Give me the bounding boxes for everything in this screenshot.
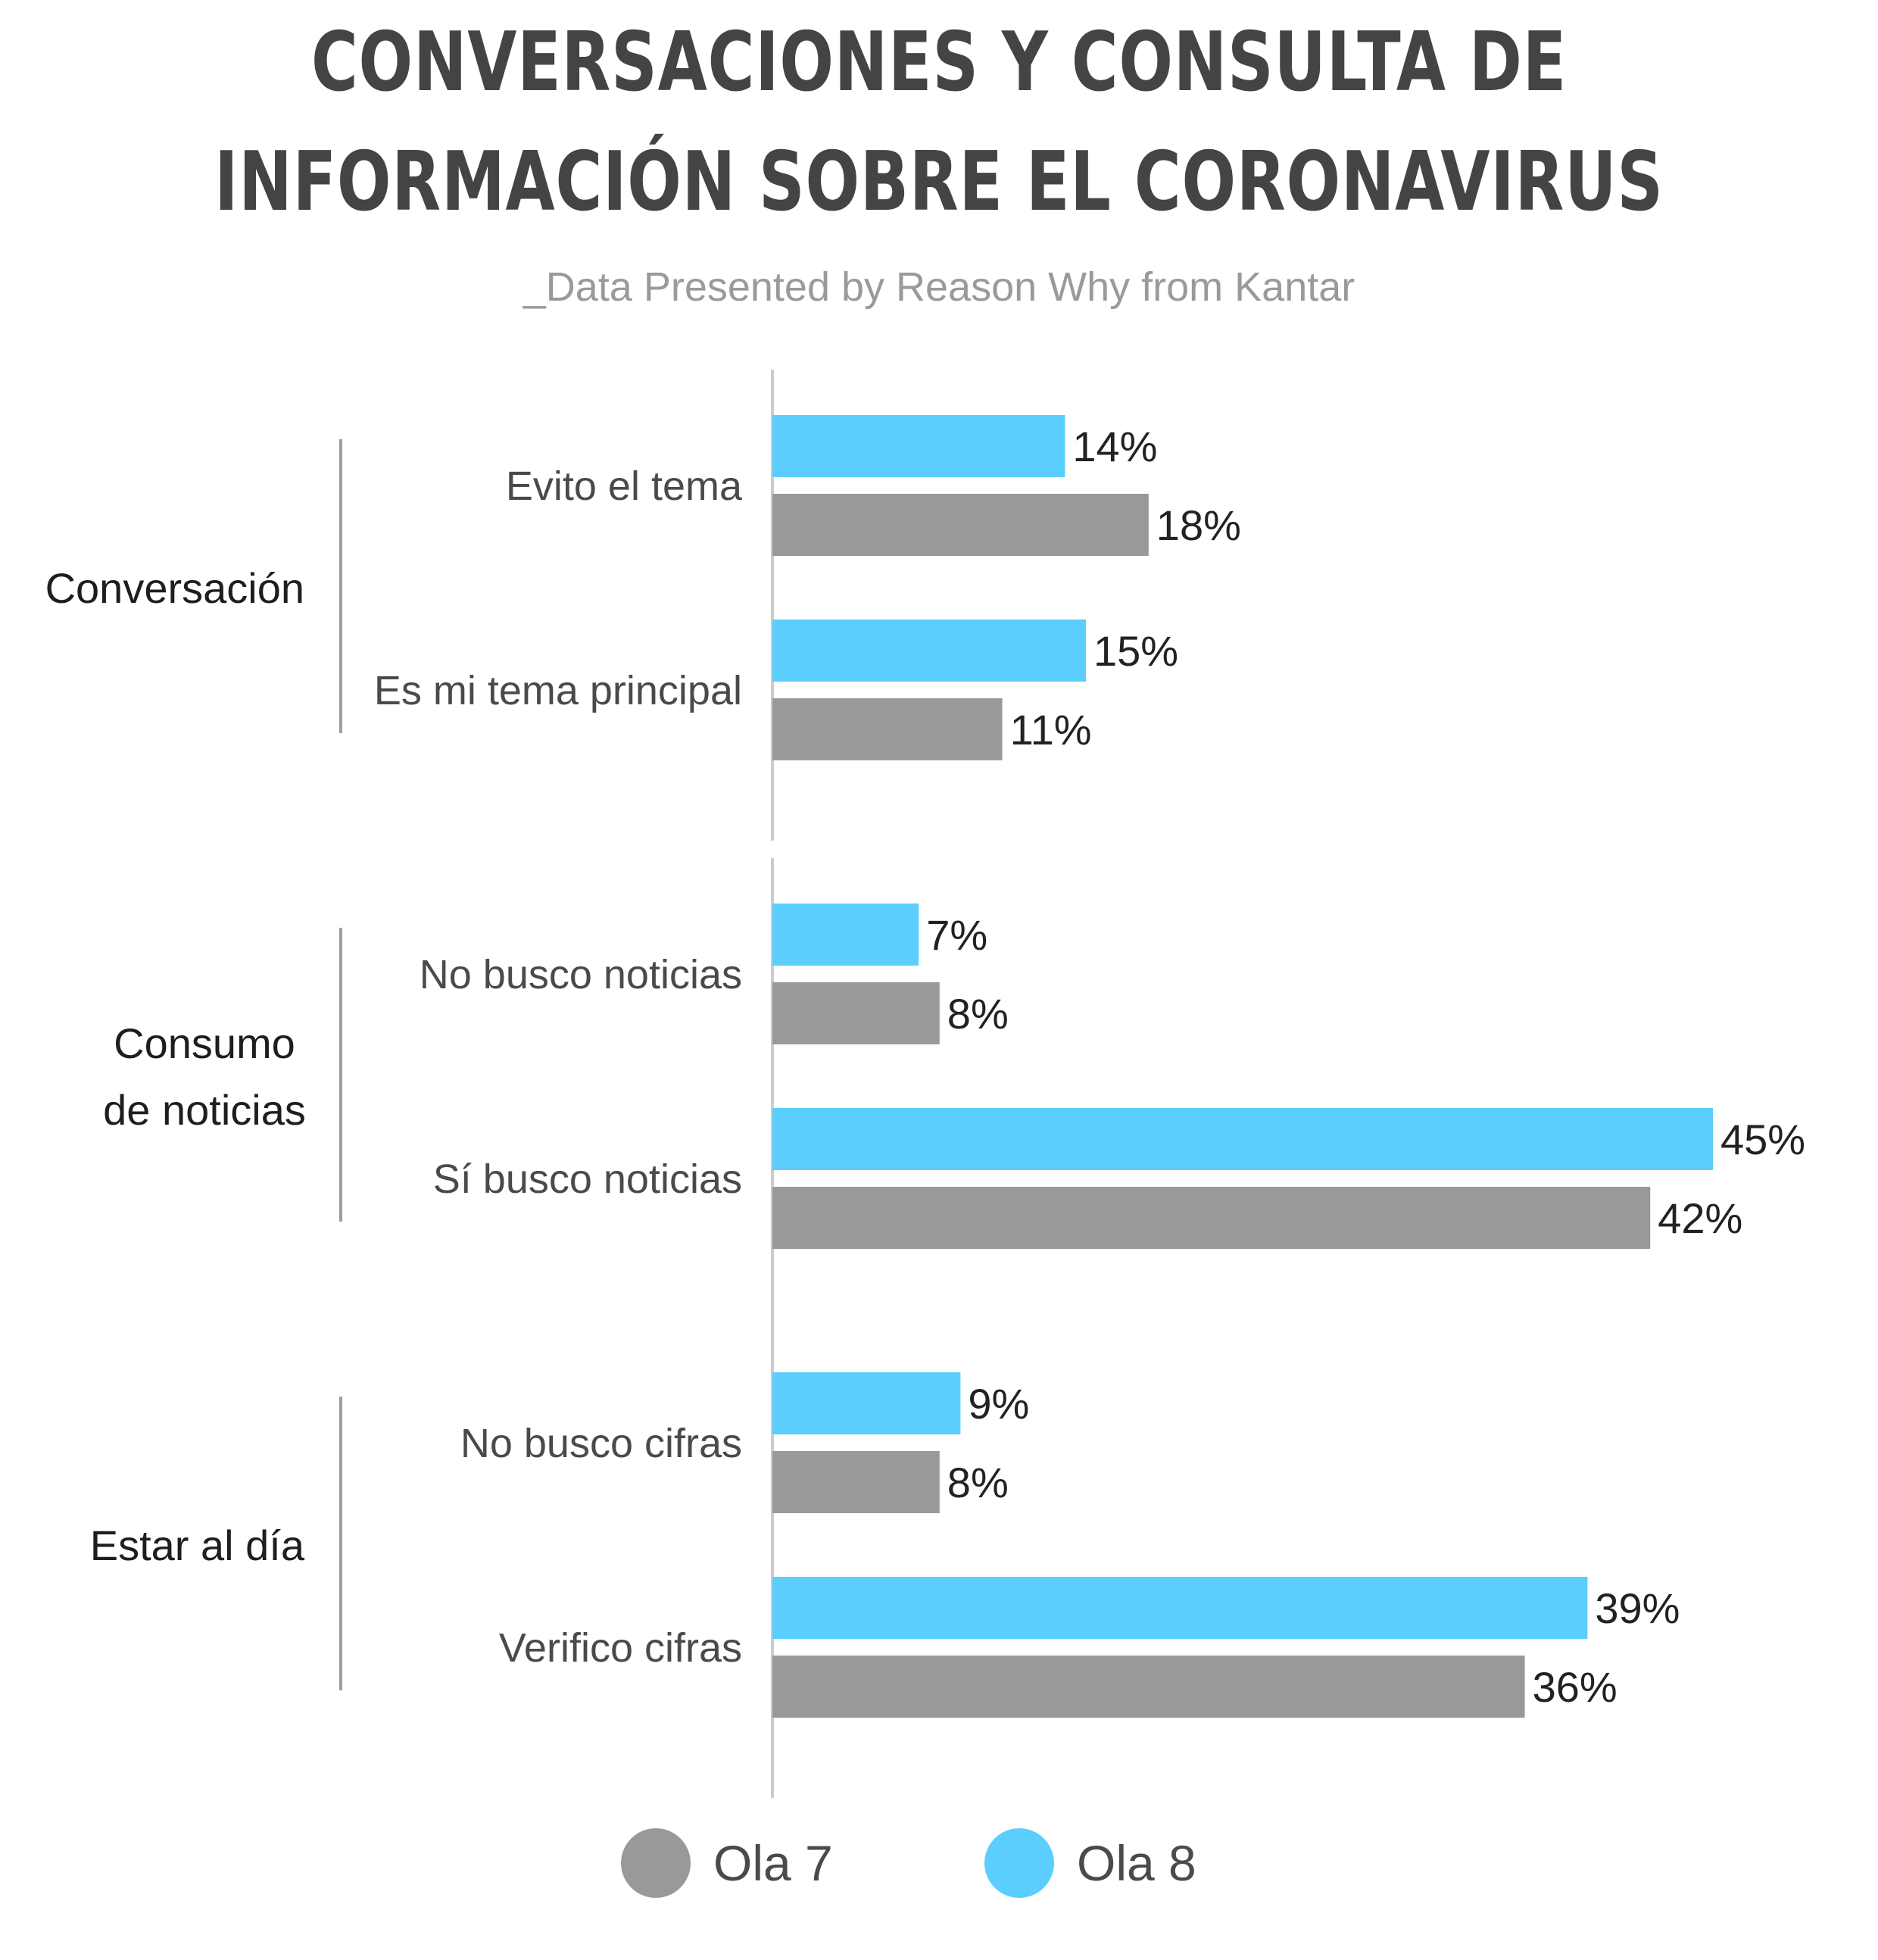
legend-swatch-ola-8: [984, 1828, 1054, 1898]
value-label-ola-8-evito-el-tema: 14%: [1072, 423, 1157, 470]
bar-ola-8-evito-el-tema: [772, 415, 1065, 477]
value-label-ola-7-es-mi-tema-principal: 11%: [1010, 706, 1092, 754]
group-label: Consumo: [114, 1019, 295, 1067]
bar-ola-7-evito-el-tema: [772, 494, 1149, 556]
group-label: de noticias: [103, 1086, 306, 1134]
legend-item-ola-8: Ola 8: [984, 1825, 1196, 1901]
bar-ola-8-es-mi-tema-principal: [772, 620, 1086, 682]
value-label-ola-7-no-busco-noticias: 8%: [947, 990, 1009, 1038]
category-label-verifico-cifras: Verifico cifras: [499, 1625, 742, 1671]
value-label-ola-8-no-busco-cifras: 9%: [968, 1380, 1029, 1428]
bar-ola-8-no-busco-cifras: [772, 1372, 961, 1434]
bar-ola-8-no-busco-noticias: [772, 904, 919, 966]
category-label-si-busco-noticias: Sí busco noticias: [433, 1156, 742, 1202]
value-label-ola-7-no-busco-cifras: 8%: [947, 1459, 1009, 1506]
bar-ola-8-si-busco-noticias: [772, 1108, 1713, 1170]
bar-ola-7-no-busco-noticias: [772, 982, 940, 1044]
legend-label-ola-8: Ola 8: [1077, 1835, 1196, 1891]
chart-title-line-1: CONVERSACIONES Y CONSULTA DE: [310, 15, 1568, 110]
value-label-ola-8-no-busco-noticias: 7%: [926, 911, 987, 959]
bar-ola-7-si-busco-noticias: [772, 1187, 1651, 1249]
value-label-ola-8-si-busco-noticias: 45%: [1720, 1116, 1805, 1163]
chart-title-line-2: INFORMACIÓN SOBRE EL CORONAVIRUS: [214, 135, 1664, 229]
category-label-evito-el-tema: Evito el tema: [506, 463, 743, 509]
bar-ola-8-verifico-cifras: [772, 1577, 1588, 1639]
bar-ola-7-verifico-cifras: [772, 1656, 1525, 1718]
group-label: Estar al día: [90, 1521, 305, 1569]
category-label-no-busco-noticias: No busco noticias: [420, 952, 742, 997]
legend-label-ola-7: Ola 7: [713, 1835, 833, 1891]
chart-subtitle: _Data Presented by Reason Why from Kanta…: [523, 264, 1355, 310]
value-label-ola-8-es-mi-tema-principal: 15%: [1093, 627, 1178, 675]
value-label-ola-7-verifico-cifras: 36%: [1533, 1663, 1618, 1711]
category-label-no-busco-cifras: No busco cifras: [460, 1421, 742, 1466]
group-label: Conversación: [45, 564, 304, 612]
bar-ola-7-no-busco-cifras: [772, 1451, 940, 1513]
bar-chart: Conversación Evito el tema 14% 18% Es mi tem…: [45, 370, 1805, 1798]
value-label-ola-7-evito-el-tema: 18%: [1156, 501, 1241, 549]
legend-item-ola-7: Ola 7: [621, 1825, 833, 1901]
category-label-es-mi-tema-principal: Es mi tema principal: [374, 668, 742, 713]
bar-ola-7-es-mi-tema-principal: [772, 698, 1003, 760]
value-label-ola-7-si-busco-noticias: 42%: [1658, 1194, 1742, 1242]
legend-swatch-ola-7: [621, 1828, 691, 1898]
value-label-ola-8-verifico-cifras: 39%: [1595, 1584, 1680, 1632]
